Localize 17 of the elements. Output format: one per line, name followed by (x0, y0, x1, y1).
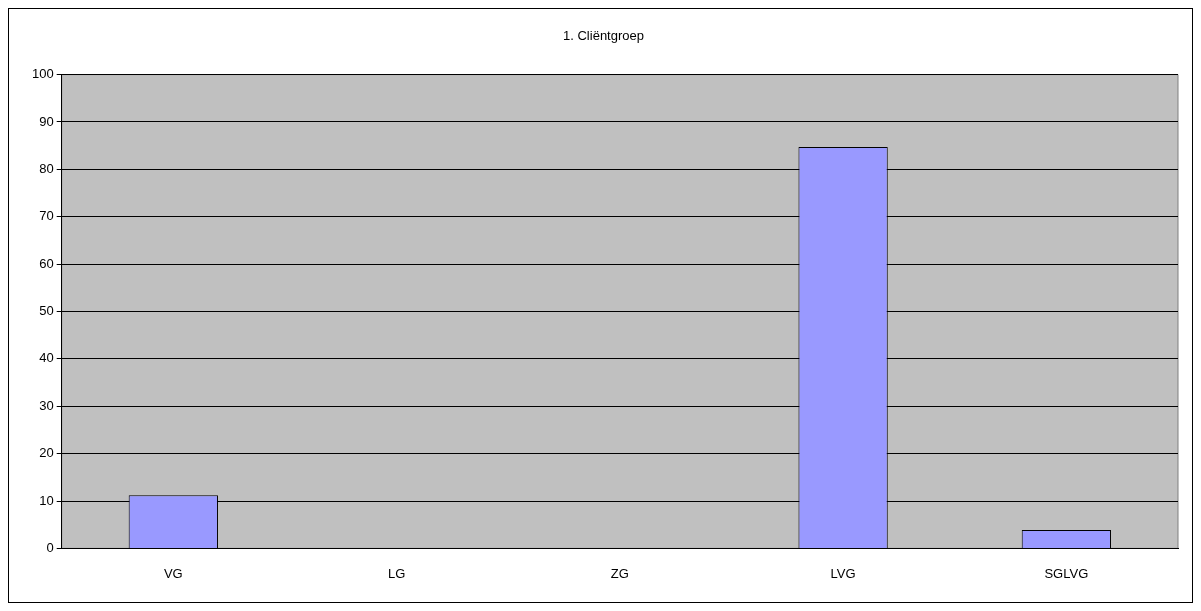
y-tick-label: 100 (31, 66, 54, 82)
y-tick-label: 20 (39, 445, 54, 461)
x-tick-label: LG (387, 565, 406, 581)
y-tick-label: 60 (39, 255, 54, 271)
y-tick-label: 70 (39, 208, 54, 224)
y-tick-label: 80 (39, 160, 54, 176)
x-tick-label: ZG (610, 565, 629, 581)
y-tick-label: 90 (39, 113, 54, 129)
x-tick-label: LVG (830, 565, 856, 581)
x-tick-label: SGLVG (1044, 565, 1089, 581)
y-tick-label: 30 (39, 397, 54, 413)
y-tick-label: 40 (39, 350, 54, 366)
chart-title: 1. Cliëntgroep (563, 28, 644, 44)
x-tick-label: VG (163, 565, 183, 581)
y-tick-label: 50 (39, 303, 54, 319)
y-tick-label: 0 (46, 539, 54, 555)
y-tick-label: 10 (39, 492, 54, 508)
